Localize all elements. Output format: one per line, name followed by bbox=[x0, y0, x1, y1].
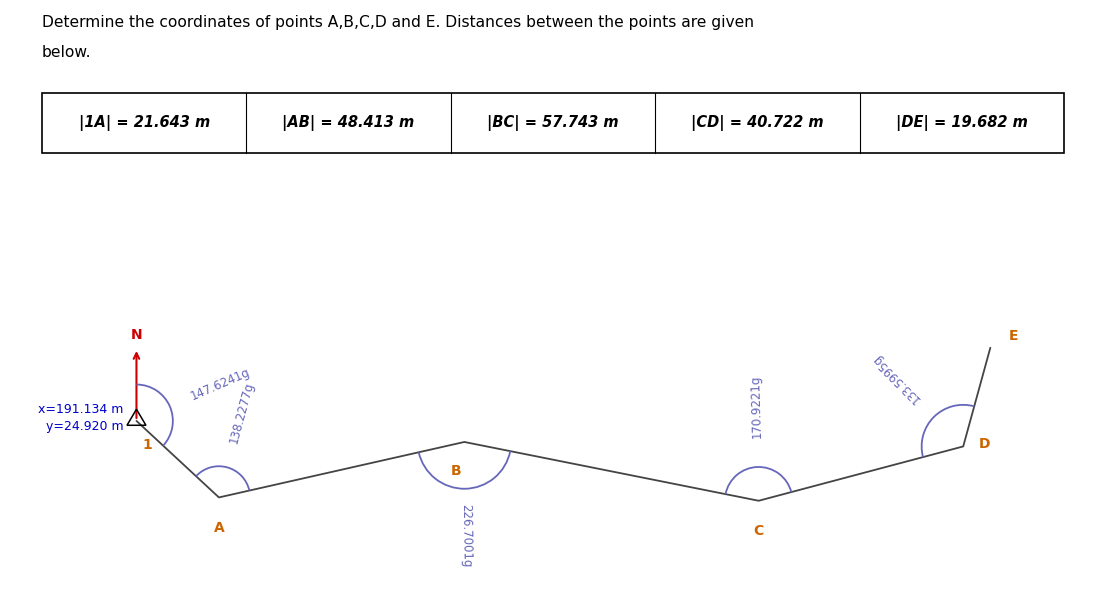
Text: |AB| = 48.413 m: |AB| = 48.413 m bbox=[282, 115, 415, 131]
Text: 133.5995g: 133.5995g bbox=[869, 352, 922, 406]
Text: B: B bbox=[451, 464, 462, 478]
Text: below.: below. bbox=[42, 45, 92, 60]
Text: |DE| = 19.682 m: |DE| = 19.682 m bbox=[896, 115, 1027, 131]
Text: 147.6241g: 147.6241g bbox=[188, 366, 252, 403]
Text: |BC| = 57.743 m: |BC| = 57.743 m bbox=[487, 115, 619, 131]
Text: x=191.134 m
y=24.920 m: x=191.134 m y=24.920 m bbox=[38, 403, 124, 433]
Text: 226.7001g: 226.7001g bbox=[459, 504, 472, 567]
Text: Determine the coordinates of points A,B,C,D and E. Distances between the points : Determine the coordinates of points A,B,… bbox=[42, 15, 754, 30]
Text: C: C bbox=[753, 524, 764, 538]
Text: D: D bbox=[979, 437, 990, 451]
Text: E: E bbox=[1009, 329, 1018, 343]
Text: A: A bbox=[213, 521, 225, 535]
Text: 170.9221g: 170.9221g bbox=[749, 374, 763, 438]
Text: |1A| = 21.643 m: |1A| = 21.643 m bbox=[79, 115, 210, 131]
Text: 138.2277g: 138.2277g bbox=[227, 381, 257, 445]
Text: N: N bbox=[131, 328, 143, 342]
Text: 1: 1 bbox=[143, 438, 153, 451]
Text: |CD| = 40.722 m: |CD| = 40.722 m bbox=[691, 115, 824, 131]
